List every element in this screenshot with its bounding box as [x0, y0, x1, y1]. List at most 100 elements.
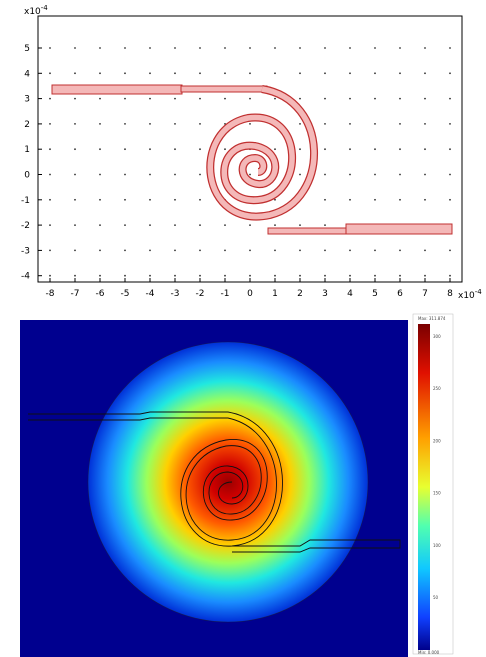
y-tick-label: 5 [24, 44, 30, 54]
grid-dot [299, 47, 301, 49]
grid-dot [399, 249, 401, 252]
y-tick-label: -4 [21, 272, 30, 282]
grid-dot [49, 249, 51, 252]
x-tick-label: 6 [397, 289, 403, 299]
grid-dot [149, 198, 151, 201]
grid-dot [74, 173, 76, 176]
x-tick-label: 4 [347, 289, 353, 299]
grid-dot [299, 97, 301, 100]
grid-dot [449, 249, 451, 252]
grid-dot [374, 249, 376, 252]
grid-dot [74, 249, 76, 252]
grid-dot [174, 249, 176, 252]
grid-dot [249, 249, 251, 252]
y-tick-label: 1 [24, 145, 30, 155]
grid-dot [349, 72, 351, 75]
y-tick-label: -3 [21, 246, 30, 256]
grid-dot [399, 274, 401, 277]
grid-dot [249, 173, 251, 176]
grid-dot [74, 47, 76, 49]
temperature-heatmap: Max: 311.874 Min: 0.000 300 250 200 150 100 5… [20, 313, 454, 657]
y-tick-label: -1 [21, 196, 30, 206]
colorbar-tick-label: 150 [433, 491, 441, 496]
spiral-fill [207, 86, 317, 220]
grid-dot [299, 173, 301, 176]
grid-dot [424, 72, 426, 75]
grid-dot [424, 97, 426, 100]
y-tick-label: 4 [24, 69, 30, 79]
grid-dot [399, 123, 401, 125]
grid-dot [424, 47, 426, 49]
grid-dot [99, 249, 101, 252]
grid-dot [399, 47, 401, 49]
grid-dot [149, 148, 151, 151]
x-tick-label: 2 [297, 289, 303, 299]
grid-dot [124, 249, 126, 252]
y-axis-ticks: 5 4 3 2 1 0 -1 -2 -3 -4 [21, 44, 42, 282]
grid-dot [199, 72, 201, 75]
spiral-trace [51, 84, 453, 235]
grid-dot [224, 249, 226, 252]
y-tick-label: -2 [21, 221, 30, 231]
grid-dot [124, 198, 126, 201]
grid-dot [349, 274, 351, 277]
grid-dot [149, 173, 151, 176]
grid-dot [199, 274, 201, 277]
colorbar-tick-label: 100 [433, 543, 441, 548]
x-tick-label: -8 [46, 289, 55, 299]
grid-dot [199, 47, 201, 49]
grid-dot [424, 148, 426, 151]
grid-dot [174, 198, 176, 201]
grid-dot [174, 97, 176, 100]
grid-dot [449, 72, 451, 75]
spiral-overlay [28, 411, 401, 553]
grid-dot [449, 123, 451, 125]
grid-dot [49, 224, 51, 227]
grid-dot [224, 72, 226, 75]
grid-dot [249, 123, 251, 125]
grid-dot [324, 224, 326, 227]
colorbar-tick-label: 250 [433, 386, 441, 391]
grid-dot [149, 47, 151, 49]
grid-dot [449, 97, 451, 100]
grid-dot [74, 72, 76, 75]
grid-dot [399, 97, 401, 100]
grid-dot [99, 72, 101, 75]
colorbar [418, 324, 430, 650]
grid-dot [324, 97, 326, 100]
grid-dot [424, 249, 426, 252]
grid-dot [99, 47, 101, 49]
grid-dot [124, 148, 126, 151]
grid-dot [349, 47, 351, 49]
x-tick-label: 8 [447, 289, 453, 299]
grid-dot [424, 173, 426, 176]
grid-dot [99, 173, 101, 176]
grid-dot [374, 198, 376, 201]
grid-dot [349, 148, 351, 151]
grid-dot [374, 148, 376, 151]
grid-dot [449, 173, 451, 176]
grid-dot [274, 47, 276, 49]
grid-dot [449, 274, 451, 277]
grid-dot [124, 47, 126, 49]
grid-dot [349, 97, 351, 100]
grid-dot [324, 173, 326, 176]
grid-dot [124, 224, 126, 227]
grid-dot [174, 224, 176, 227]
grid-dot [224, 148, 226, 151]
grid-dot [224, 97, 226, 100]
grid-dot [399, 173, 401, 176]
grid-dot [374, 274, 376, 277]
grid-dot [299, 123, 301, 125]
grid-dot [249, 97, 251, 100]
grid-dot [124, 123, 126, 125]
grid-dot [174, 47, 176, 49]
grid-dot [74, 274, 76, 277]
grid-dot [99, 97, 101, 100]
grid-dot [299, 274, 301, 277]
grid-dot [224, 47, 226, 49]
grid-dot [149, 274, 151, 277]
grid-dot [249, 224, 251, 227]
grid-dot [174, 274, 176, 277]
grid-dot [449, 198, 451, 201]
